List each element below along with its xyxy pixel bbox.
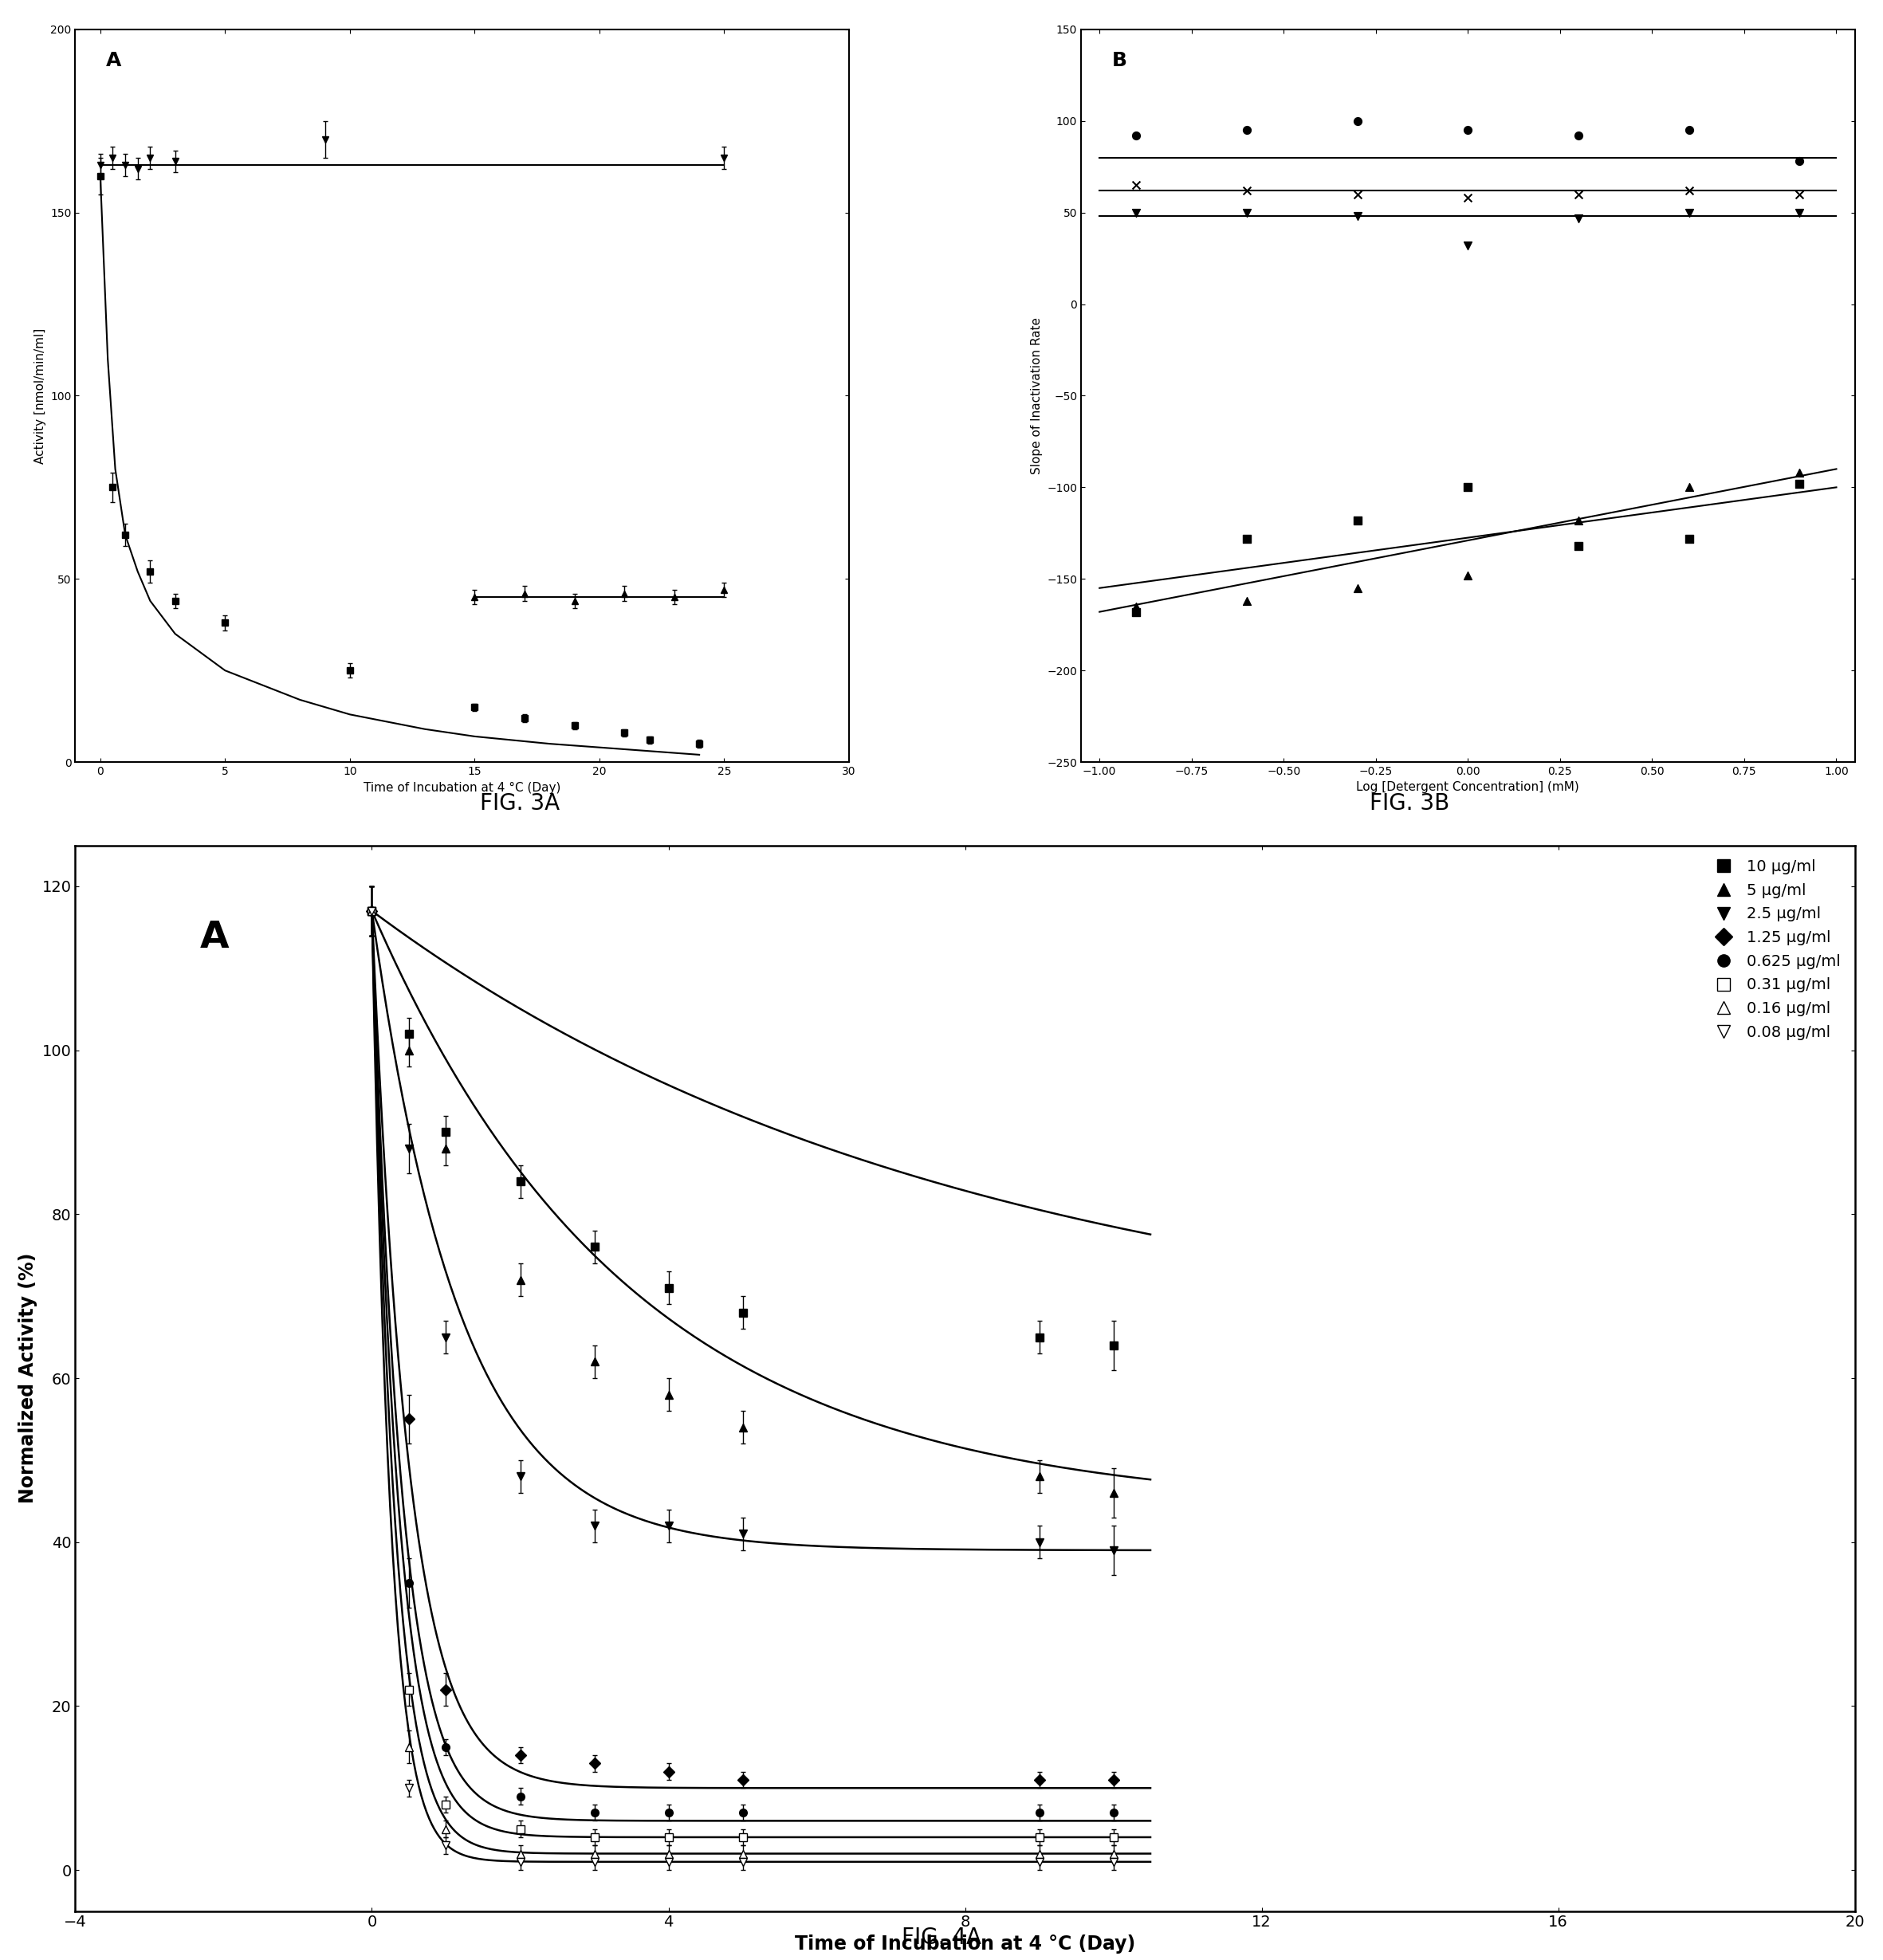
Point (1674, 196, 1704, 227)
Point (1120, 120, 1151, 151)
Point (1231, 114, 1262, 145)
Text: A: A (200, 919, 230, 956)
Point (1674, 472, 1704, 504)
Text: FIG. 3B: FIG. 3B (1371, 792, 1450, 815)
Point (1343, 504, 1373, 535)
Point (1563, 531, 1593, 563)
Y-axis label: Slope of Inactivation Rate: Slope of Inactivation Rate (1030, 318, 1043, 474)
Point (1563, 202, 1593, 233)
Y-axis label: Normalized Activity (%): Normalized Activity (%) (19, 1252, 38, 1503)
Point (1120, 196, 1151, 227)
Point (1674, 523, 1704, 555)
Point (1343, 106, 1373, 137)
Point (1343, 200, 1373, 231)
Point (1785, 145, 1815, 176)
Point (1343, 178, 1373, 210)
Point (1454, 182, 1484, 214)
Point (1454, 559, 1484, 590)
Text: B: B (1113, 51, 1128, 71)
Point (1231, 174, 1262, 206)
Point (1563, 504, 1593, 535)
Text: FIG. 4A: FIG. 4A (902, 1927, 981, 1948)
Point (1785, 178, 1815, 210)
Point (1120, 590, 1151, 621)
Point (1120, 169, 1151, 200)
Point (1231, 523, 1262, 555)
X-axis label: Time of Incubation at 4 °C (Day): Time of Incubation at 4 °C (Day) (363, 782, 561, 794)
Point (1785, 457, 1815, 488)
Legend: 10 μg/ml, 5 μg/ml, 2.5 μg/ml, 1.25 μg/ml, 0.625 μg/ml, 0.31 μg/ml, 0.16 μg/ml, 0: 10 μg/ml, 5 μg/ml, 2.5 μg/ml, 1.25 μg/ml… (1702, 853, 1847, 1047)
Y-axis label: Activity [nmol/min/ml]: Activity [nmol/min/ml] (34, 327, 45, 465)
Point (1563, 120, 1593, 151)
Point (1120, 596, 1151, 627)
Point (1785, 468, 1815, 500)
Point (1785, 196, 1815, 227)
X-axis label: Time of Incubation at 4 °C (Day): Time of Incubation at 4 °C (Day) (795, 1935, 1135, 1954)
Point (1674, 174, 1704, 206)
Point (1231, 586, 1262, 617)
Text: FIG. 3A: FIG. 3A (480, 792, 559, 815)
Text: A: A (105, 51, 122, 71)
Point (1454, 472, 1484, 504)
Point (1674, 114, 1704, 145)
X-axis label: Log [Detergent Concentration] (mM): Log [Detergent Concentration] (mM) (1356, 782, 1580, 794)
Point (1231, 196, 1262, 227)
Point (1563, 178, 1593, 210)
Point (1343, 572, 1373, 604)
Point (1454, 114, 1484, 145)
Point (1454, 229, 1484, 261)
